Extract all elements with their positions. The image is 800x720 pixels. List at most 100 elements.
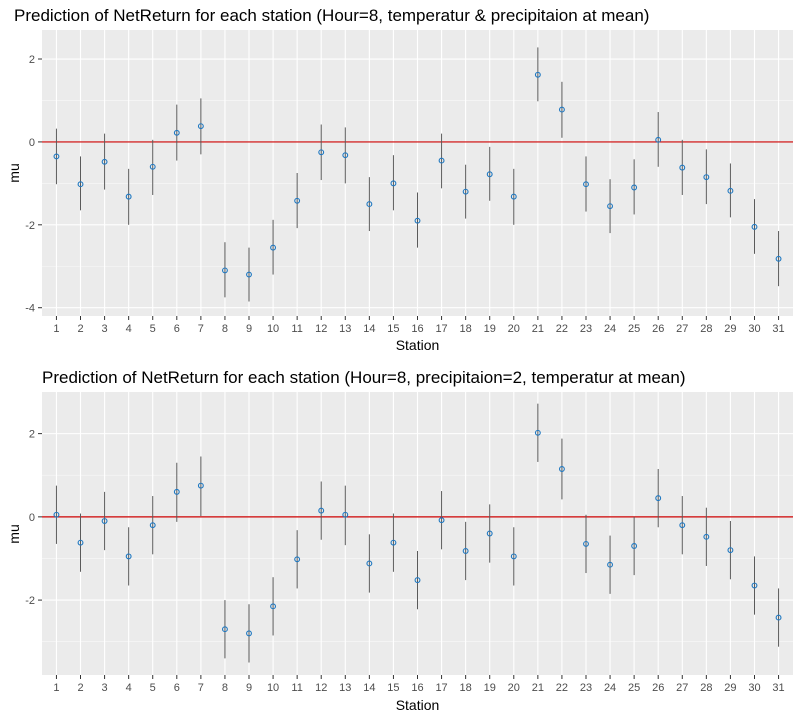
data-point [270,244,277,251]
x-tick-label: 30 [748,682,760,694]
data-point [534,71,541,78]
x-tick-label: 3 [102,323,108,335]
x-axis-label: Station [396,697,440,713]
x-tick-label: 25 [628,682,640,694]
data-point [462,548,469,554]
x-tick-label: 7 [198,682,204,694]
data-point [583,540,589,547]
data-point [318,507,325,514]
x-tick-label: 4 [126,323,132,335]
data-points [53,71,782,278]
y-axis-ticks: -4 -2 0 2 [25,54,42,315]
data-point [534,429,541,436]
data-point [221,626,228,633]
data-point [510,553,517,560]
data-point [101,518,108,524]
x-tick-label: 28 [700,323,712,335]
data-point [294,197,301,204]
x-tick-label: 9 [246,682,252,694]
data-point [775,614,782,621]
data-point [318,149,325,156]
data-point [149,522,156,529]
x-tick-label: 21 [532,323,544,335]
data-point [390,180,397,187]
y-tick-label: 2 [29,54,35,66]
data-point [703,174,710,181]
x-tick-label: 18 [460,323,472,335]
x-tick-label: 2 [77,323,83,335]
x-tick-label: 15 [387,682,399,694]
chart-bottom: Prediction of NetReturn for each station… [6,368,793,713]
chart-title: Prediction of NetReturn for each station… [42,368,686,387]
data-point [53,511,60,518]
data-point [246,271,252,278]
x-tick-label: 25 [628,323,640,335]
data-point [101,158,108,165]
data-point [221,267,228,274]
y-tick-label: 2 [29,429,35,441]
data-point [583,181,589,188]
data-point [486,171,493,178]
x-tick-label: 14 [363,323,375,335]
x-tick-label: 23 [580,323,592,335]
data-point [607,203,614,210]
data-point [197,123,204,130]
data-point [727,547,734,554]
x-tick-label: 27 [676,682,688,694]
x-axis-ticks: 1 2 3 4 5 6 7 8 9 10 11 12 13 14 15 16 17 18 19 20 21 22 23 24 2… [53,316,785,335]
data-point [751,223,758,230]
data-point [438,157,445,164]
data-point [679,164,686,171]
x-tick-label: 6 [174,323,180,335]
data-points [53,429,782,637]
data-point [558,466,565,472]
x-tick-label: 31 [772,682,784,694]
x-tick-label: 12 [315,323,327,335]
error-bars [55,403,780,663]
x-tick-label: 17 [435,682,447,694]
y-axis-label: mu [6,163,22,182]
x-tick-label: 27 [676,323,688,335]
x-tick-label: 21 [532,682,544,694]
x-tick-label: 24 [604,323,616,335]
x-tick-label: 22 [556,682,568,694]
x-tick-label: 10 [267,682,279,694]
y-tick-label: -4 [25,303,35,315]
x-tick-label: 4 [126,682,132,694]
data-point [366,560,373,567]
x-tick-label: 16 [411,682,423,694]
data-point [631,543,638,549]
data-point [607,561,614,568]
y-tick-label: -2 [25,220,35,232]
x-tick-label: 29 [724,323,736,335]
x-tick-label: 13 [339,682,351,694]
x-tick-label: 19 [484,323,496,335]
data-point [294,556,301,563]
x-tick-label: 12 [315,682,327,694]
data-point [679,522,686,529]
x-tick-label: 14 [363,682,375,694]
x-tick-label: 10 [267,323,279,335]
x-axis-label: Station [396,337,440,353]
data-point [342,511,349,518]
data-point [246,630,252,637]
data-point [270,603,277,610]
x-tick-label: 20 [508,323,520,335]
data-point [197,482,204,489]
data-point [631,184,638,191]
x-tick-label: 20 [508,682,520,694]
data-point [414,577,421,584]
x-tick-label: 16 [411,323,423,335]
x-tick-label: 2 [77,682,83,694]
data-point [775,255,782,262]
data-point [390,539,397,546]
data-point [558,106,565,113]
data-point [342,152,349,159]
data-point [462,188,469,195]
data-point [149,163,156,170]
x-tick-label: 11 [291,323,302,335]
y-tick-label: -2 [25,595,35,607]
data-point [486,530,493,537]
x-tick-label: 6 [174,682,180,694]
